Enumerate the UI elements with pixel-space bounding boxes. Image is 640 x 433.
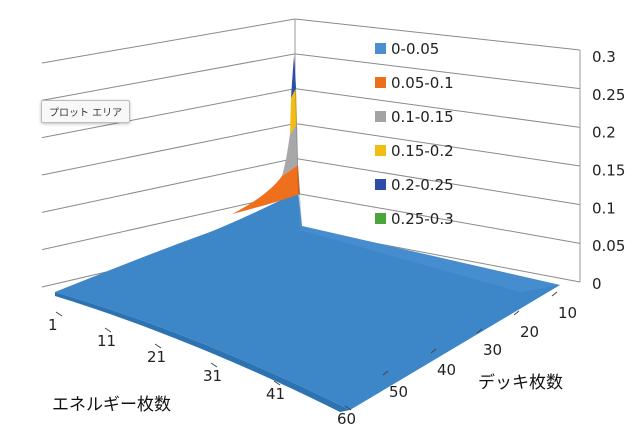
x-tick-label: 60: [337, 410, 356, 428]
y-tick-label: 20: [520, 323, 539, 341]
gridline: [41, 18, 581, 64]
y-tick-mark: [382, 370, 389, 376]
gridline: [41, 122, 581, 176]
y-axis-title: デッキ枚数: [478, 372, 563, 393]
x-tick-label: 21: [147, 348, 166, 366]
legend-label: 0.15-0.2: [391, 142, 454, 160]
y-tick-mark: [430, 348, 437, 354]
z-tick-label: 0.3: [592, 48, 616, 66]
z-tick-label: 0.1: [592, 199, 616, 217]
y-axis-ticks: 10 20 30 40 50: [382, 291, 577, 401]
x-tick-label: 31: [203, 367, 222, 385]
x-tick-label: 41: [266, 385, 285, 403]
z-tick-label: 0.2: [592, 124, 616, 142]
legend-swatch: [375, 77, 386, 88]
x-tick-label: 1: [48, 316, 58, 334]
plot-area-tooltip: プロット エリア: [41, 100, 131, 123]
z-axis-ticks: 0 0.05 0.1 0.15 0.2 0.25 0.3: [592, 48, 625, 293]
legend-label: 0.25-0.3: [391, 210, 454, 228]
y-tick-mark: [476, 328, 483, 334]
y-tick-label: 40: [437, 361, 456, 379]
surface-spike-shadow: [294, 56, 302, 226]
legend-label: 0.1-0.15: [391, 108, 454, 126]
x-axis-title: エネルギー枚数: [52, 395, 171, 415]
x-tick-mark: [210, 362, 218, 368]
x-tick-mark: [104, 327, 112, 333]
legend: 0-0.05 0.05-0.1 0.1-0.15 0.15-0.2 0.2-0.25 0.…: [375, 40, 454, 228]
surface-shade: [298, 192, 560, 292]
z-tick-label: 0: [592, 275, 602, 293]
legend-swatch: [375, 111, 386, 122]
z-tick-label: 0.25: [592, 86, 625, 104]
legend-swatch: [375, 179, 386, 190]
z-tick-label: 0.05: [592, 237, 625, 255]
legend-label: 0.05-0.1: [391, 74, 454, 92]
legend-swatch: [375, 213, 386, 224]
z-tick-label: 0.15: [592, 162, 625, 180]
surface-front-edge: [55, 292, 350, 412]
y-tick-mark: [513, 310, 520, 316]
legend-swatch: [375, 145, 386, 156]
legend-label: 0-0.05: [391, 40, 439, 58]
surface-band-0.15-0.2: [290, 88, 297, 134]
x-tick-mark: [55, 311, 63, 317]
gridline: [41, 157, 581, 213]
y-tick-label: 10: [558, 304, 577, 322]
surface-band-0.05-0.1: [232, 165, 300, 214]
x-tick-label: 11: [97, 332, 116, 350]
surface-band-0.2-0.25: [291, 56, 296, 98]
x-tick-mark: [344, 405, 352, 411]
y-tick-mark: [551, 291, 558, 297]
legend-label: 0.2-0.25: [391, 176, 454, 194]
x-tick-mark: [154, 343, 162, 349]
surface-band-0.1-0.15: [282, 124, 298, 176]
surface-band-0-0.05: [55, 192, 560, 410]
y-tick-label: 30: [483, 341, 502, 359]
gridline: [41, 53, 581, 101]
legend-swatch: [375, 43, 386, 54]
y-tick-label: 50: [389, 383, 408, 401]
x-tick-mark: [273, 380, 281, 386]
